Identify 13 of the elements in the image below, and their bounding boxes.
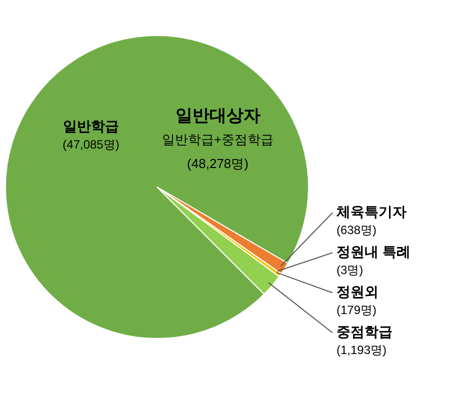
text: 일반대상자 (175, 106, 260, 126)
slice-label: 정원외 (336, 284, 378, 300)
slice-label: 체육특기자 (336, 204, 406, 220)
data-label: (47,085명) (62, 137, 120, 152)
slice-label: 중점학급 (336, 324, 392, 340)
data-label: (3명) (336, 263, 364, 278)
slice-label: 정원내 특례 (336, 244, 410, 260)
text: 일반학급+중점학급 (162, 132, 274, 147)
data-label: (638명) (336, 223, 377, 238)
data-label: (179명) (336, 303, 377, 318)
data-label: (1,193명) (336, 343, 387, 358)
text: (48,278명) (187, 156, 248, 171)
slice-label: 일반학급 (63, 118, 119, 134)
